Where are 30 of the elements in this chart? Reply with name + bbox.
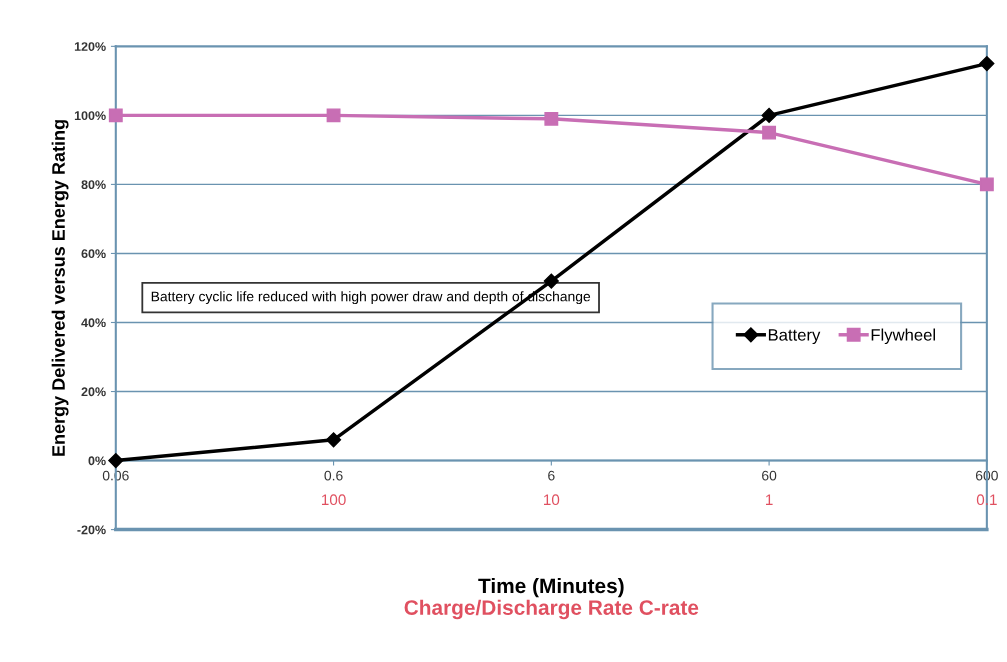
y-tick-label: -20% [77, 525, 106, 535]
point [543, 273, 559, 289]
point [979, 177, 994, 192]
y-tick-label: 80% [81, 180, 106, 190]
point [108, 452, 124, 469]
point [544, 111, 559, 126]
point [326, 108, 341, 123]
annotation: 10 [544, 494, 560, 506]
legend-label: Flywheel [871, 328, 935, 345]
x-axis-title: Time (Minutes) [478, 577, 624, 598]
point [108, 108, 123, 123]
y-tick-label: 0% [88, 456, 106, 466]
y-axis-title: Energy Delivered versus Energy Rating [51, 120, 69, 456]
point [325, 432, 342, 448]
x-tick-label: 60 [762, 470, 777, 481]
annotation: 1 [766, 494, 773, 505]
x2-axis-title: Charge/Discharge Rate C-rate [404, 599, 699, 620]
y-tick-label: 120% [74, 42, 106, 51]
y-tick-label: 40% [81, 318, 106, 328]
annotation: 100 [321, 494, 346, 506]
y-tick-label: 60% [81, 249, 106, 259]
x-tick-label: 0.6 [324, 470, 343, 481]
legend-label: Battery [768, 329, 821, 345]
y-tick-label: 100% [74, 111, 106, 121]
x-tick-label: 6 [548, 470, 555, 481]
point [762, 125, 777, 140]
point [979, 56, 995, 72]
y-tick-label: 20% [81, 387, 106, 397]
point [761, 107, 777, 123]
annotation: Battery cyclic life reduced with high power draw and depth of dischange [151, 291, 591, 305]
